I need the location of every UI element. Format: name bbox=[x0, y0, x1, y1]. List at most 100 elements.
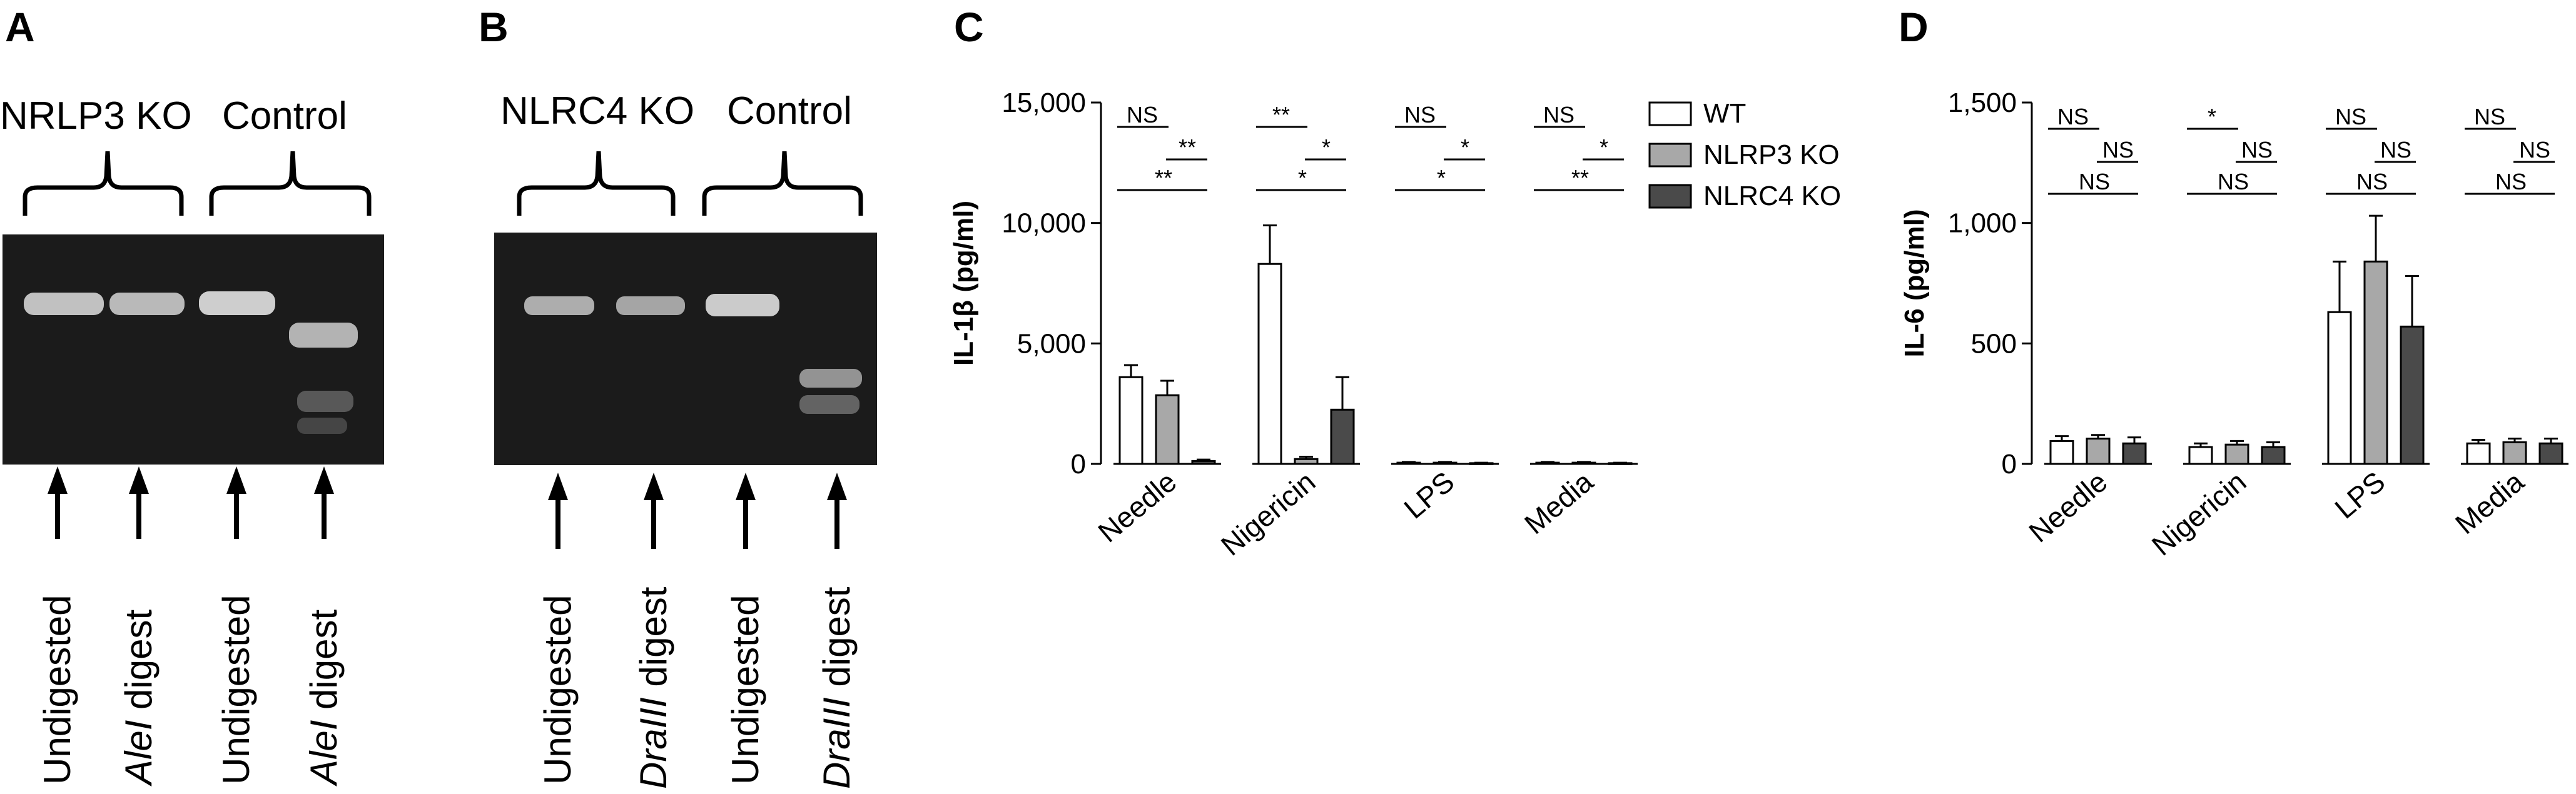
gel-b-band bbox=[524, 296, 594, 315]
y-tick-label: 1,500 bbox=[1948, 88, 2017, 118]
gel-b-lane-label: DraIII digest bbox=[816, 586, 858, 789]
panel-letter-d: D bbox=[1899, 4, 1929, 50]
gel-a-band bbox=[199, 291, 275, 315]
bar bbox=[2363, 260, 2388, 465]
panel-d: D IL-6 (pg/ml) 0 500 1,000 1,500 Needle NS NS NS… bbox=[1899, 4, 2568, 562]
bar bbox=[1118, 376, 1143, 465]
panel-letter-b: B bbox=[479, 4, 509, 50]
gel-a-band bbox=[109, 293, 185, 315]
bar bbox=[2086, 438, 2111, 465]
significance-label: NS bbox=[1543, 102, 1575, 128]
legend-swatch bbox=[1648, 101, 1692, 126]
bar bbox=[2224, 443, 2249, 465]
bar bbox=[2538, 442, 2563, 465]
significance-label: NS bbox=[2380, 137, 2411, 163]
gel-a-lane-label: Undigested bbox=[36, 595, 78, 785]
y-tick-label: 5,000 bbox=[1017, 328, 1086, 359]
legend-label: NLRC4 KO bbox=[1703, 181, 1841, 211]
bar bbox=[2327, 311, 2352, 465]
bar bbox=[1294, 458, 1319, 465]
y-tick-label: 500 bbox=[1971, 328, 2017, 359]
gel-a-band bbox=[24, 293, 104, 315]
gel-a-band bbox=[289, 323, 358, 348]
significance-label: NS bbox=[2057, 104, 2089, 129]
x-tick-label: Needle bbox=[2022, 465, 2113, 549]
bar bbox=[1257, 263, 1282, 465]
significance-label: NS bbox=[2218, 169, 2249, 194]
gel-b-ko-bracket bbox=[517, 151, 676, 216]
chart-c: IL-1β (pg/ml) 0 5,000 10,000 15,000 Needle NS *… bbox=[948, 88, 1841, 562]
bar bbox=[2466, 442, 2491, 465]
significance-label: NS bbox=[2519, 137, 2550, 163]
x-tick-label: Nigericin bbox=[2146, 465, 2253, 562]
panel-letter-c: C bbox=[954, 4, 984, 50]
legend-swatch bbox=[1648, 143, 1692, 168]
bar bbox=[2502, 441, 2527, 465]
significance-label: * bbox=[2208, 104, 2216, 129]
x-tick-label: LPS bbox=[2328, 465, 2391, 525]
bar bbox=[2261, 446, 2286, 465]
gel-a-arrows bbox=[48, 466, 334, 539]
panel-letter-a: A bbox=[5, 4, 35, 50]
gel-a-bands bbox=[24, 291, 358, 434]
x-tick-label: Media bbox=[1518, 465, 1600, 541]
gel-b-image bbox=[494, 233, 877, 465]
significance-label: ** bbox=[1571, 165, 1589, 191]
significance-label: * bbox=[1461, 134, 1469, 160]
panel-b: B NLRC4 KO Control Undigested DraIII dig… bbox=[479, 4, 877, 789]
y-axis-title: IL-1β (pg/ml) bbox=[948, 201, 979, 366]
gel-a-lane-label: AleI digest bbox=[303, 610, 345, 786]
bar bbox=[1330, 408, 1355, 465]
bar bbox=[2122, 442, 2147, 465]
bar bbox=[1191, 460, 1216, 465]
gel-b-ko-label: NLRC4 KO bbox=[500, 89, 694, 133]
legend-swatch bbox=[1648, 184, 1692, 209]
bar bbox=[2400, 325, 2425, 465]
significance-label: ** bbox=[1272, 102, 1290, 128]
legend-label: NLRP3 KO bbox=[1703, 139, 1840, 170]
x-tick-label: Media bbox=[2449, 465, 2530, 541]
gel-a-band bbox=[297, 391, 353, 412]
gel-b-control-bracket bbox=[702, 151, 863, 216]
gel-a-lane-label: Undigested bbox=[215, 595, 257, 785]
significance-label: * bbox=[1298, 165, 1307, 191]
y-tick-label: 0 bbox=[2002, 449, 2017, 480]
legend-label: WT bbox=[1703, 98, 1746, 129]
significance-label: NS bbox=[2495, 169, 2527, 194]
gel-a-ko-bracket bbox=[23, 151, 184, 216]
significance-label: NS bbox=[2102, 137, 2134, 163]
significance-label: NS bbox=[2356, 169, 2388, 194]
gel-b-band bbox=[799, 395, 860, 414]
gel-b-band bbox=[616, 296, 685, 315]
gel-b-arrows bbox=[548, 473, 847, 549]
significance-label: NS bbox=[2079, 169, 2110, 194]
gel-b-lane-label: Undigested bbox=[724, 595, 766, 785]
bar bbox=[2188, 446, 2213, 465]
y-tick-label: 0 bbox=[1071, 449, 1086, 480]
y-tick-label: 1,000 bbox=[1948, 208, 2017, 239]
y-axis-title: IL-6 (pg/ml) bbox=[1899, 209, 1930, 357]
gel-a-ko-label: NRLP3 KO bbox=[0, 94, 192, 138]
gel-a-control-label: Control bbox=[222, 94, 347, 138]
significance-label: * bbox=[1322, 134, 1331, 160]
gel-b-band bbox=[799, 369, 862, 388]
x-tick-label: LPS bbox=[1397, 465, 1460, 525]
significance-label: NS bbox=[1404, 102, 1436, 128]
gel-a-lane-label: AleI digest bbox=[118, 610, 160, 786]
significance-label: * bbox=[1600, 134, 1608, 160]
gel-b-lane-label: DraIII digest bbox=[632, 586, 674, 789]
gel-b-control-label: Control bbox=[727, 89, 852, 133]
gel-b-band bbox=[706, 294, 779, 316]
bar bbox=[1155, 394, 1180, 465]
gel-a-band bbox=[297, 418, 347, 434]
gel-b-bands bbox=[524, 294, 862, 414]
gel-a-image bbox=[3, 234, 384, 465]
significance-label: ** bbox=[1155, 165, 1172, 191]
significance-label: NS bbox=[2241, 137, 2273, 163]
x-tick-label: Nigericin bbox=[1215, 465, 1322, 562]
significance-label: NS bbox=[1127, 102, 1158, 128]
panel-c: C IL-1β (pg/ml) 0 5,000 10,000 15,000 Needle N… bbox=[948, 4, 1841, 562]
significance-label: ** bbox=[1179, 134, 1196, 160]
panel-a: A NRLP3 KO Control Undigested AleI diges… bbox=[0, 4, 384, 786]
